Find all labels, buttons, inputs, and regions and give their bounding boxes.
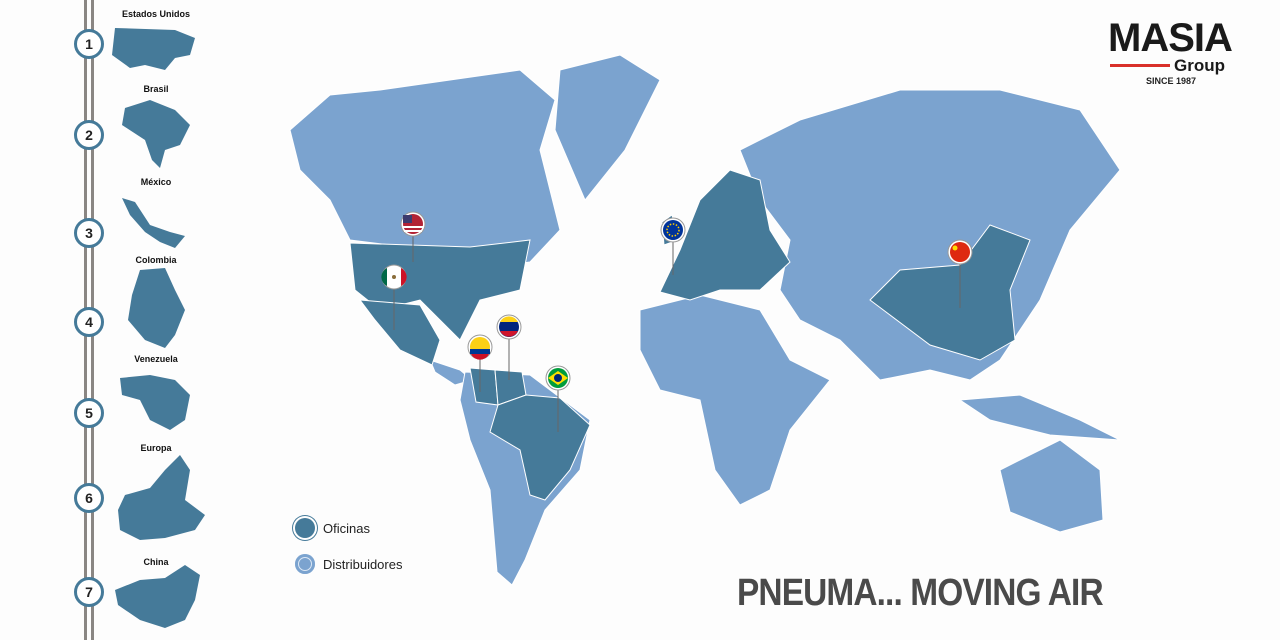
step-badge-4: 4	[74, 307, 104, 337]
legend-offices-label: Oficinas	[323, 520, 370, 536]
mexico-territory	[358, 299, 441, 366]
sidebar-label: Colombia	[135, 255, 177, 265]
legend-distributors-label: Distribuidores	[323, 556, 403, 572]
africa	[639, 294, 831, 506]
distributors-swatch-icon	[295, 554, 315, 574]
masia-group-logo: MASIA Group SINCE 1987	[1108, 16, 1258, 88]
offices-swatch-icon	[295, 518, 315, 538]
step-badge-6: 6	[74, 483, 104, 513]
eu-pin	[660, 217, 686, 275]
europe-shape	[118, 455, 205, 540]
logo-since: SINCE 1987	[1146, 76, 1197, 86]
mexico-pin	[381, 264, 407, 330]
china-shape	[115, 565, 200, 628]
sidebar-label: Brasil	[143, 84, 169, 94]
tagline: PNEUMA... MOVING AIR	[737, 572, 1104, 614]
logo-red-line	[1110, 64, 1170, 67]
legend-offices: Oficinas	[295, 518, 370, 538]
china-flag-icon	[950, 242, 970, 262]
greenland	[554, 54, 661, 201]
sidebar-label: China	[143, 557, 169, 567]
step-badge-7: 7	[74, 577, 104, 607]
logo-name: MASIA	[1108, 16, 1233, 60]
mexico-shape	[122, 198, 185, 248]
colombia-shape	[128, 268, 185, 348]
step-badge-2: 2	[74, 120, 104, 150]
logo-sub: Group	[1174, 56, 1225, 75]
china-territory	[869, 224, 1031, 361]
sidebar-label: México	[140, 177, 172, 187]
colombia-pin	[467, 334, 493, 392]
brazil-territory	[489, 394, 591, 501]
australia	[999, 439, 1104, 533]
step-badge-1: 1	[74, 29, 104, 59]
sidebar-label: Europa	[140, 443, 172, 453]
step-badge-5: 5	[74, 398, 104, 428]
brazil-pin	[545, 365, 571, 432]
sidebar-label: Venezuela	[134, 354, 178, 364]
venezuela-shape	[120, 375, 190, 430]
sidebar-country-shapes	[112, 28, 205, 628]
venezuela-pin	[496, 314, 522, 380]
asia	[739, 89, 1121, 381]
usa-pin	[400, 211, 426, 262]
eu-flag-icon	[663, 220, 683, 240]
usa-shape	[112, 28, 195, 70]
step-badge-3: 3	[74, 218, 104, 248]
southeast-asia-islands	[958, 394, 1121, 441]
europe-territory	[659, 169, 791, 301]
north-america	[289, 69, 561, 271]
sidebar-label: Estados Unidos	[121, 9, 190, 19]
china-pin	[947, 239, 973, 308]
pins	[381, 211, 973, 432]
legend-distributors: Distribuidores	[295, 554, 402, 574]
brazil-shape	[122, 100, 190, 168]
